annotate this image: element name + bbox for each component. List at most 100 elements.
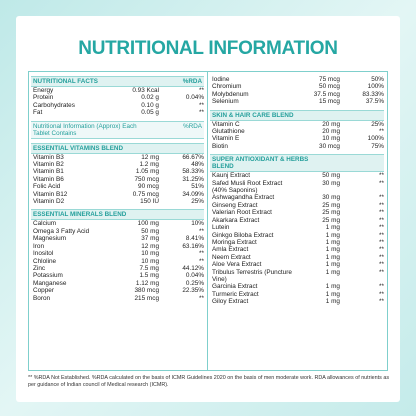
section-title: SUPER ANTIOXIDANT & HERBS BLEND [212,156,309,171]
amount: 1.5 mg [139,272,159,280]
rda: ** [199,87,204,94]
amount: 25 mg [322,201,340,209]
table-row: Copper 380 mcg 22.35% [31,287,204,294]
table-row: Ginseng Extract 25 mg ** [210,202,384,209]
rda: 58.33% [182,168,204,176]
amount: 1 mg [325,290,340,298]
rda: 0.04% [185,94,204,102]
nutrient-name: Kaunj Extract [212,172,251,180]
nutrient-name: Selenium [212,98,239,106]
rda: ** [379,261,384,269]
amount: 0.05 g [141,109,159,117]
amount: 1 mg [325,298,340,306]
nutrient-name: Inositol [33,250,54,258]
section-header: NUTRITIONAL FACTS %RDA [31,76,204,87]
rda: 0.04% [185,272,204,280]
rda: ** [199,294,204,302]
amount: 50 mg [322,172,340,180]
amount: 0.02 g [141,94,159,102]
rda: 75% [371,142,384,150]
rda: 100% [367,83,384,91]
rda: ** [379,224,384,232]
amount: 0.75 mcg [132,190,159,198]
nutrient-name: Protein [33,94,54,102]
title: NUTRITIONAL INFORMATION [78,38,338,59]
left-column: NUTRITIONAL FACTS %RDA Energy 0.93 Kcal ** Pr… [29,72,208,370]
amount: 0.93 Kcal [132,87,159,94]
nutrient-name: Tribulus Terrestris (Puncture Vine) [212,268,292,283]
section-title: Nutritional Information (Approx) Each Ta… [33,122,137,137]
nutrient-name: Vitamin C [212,120,240,128]
nutrient-name: Valerian Root Extract [212,209,272,217]
table-row: Vitamin E 10 mg 100% [210,135,384,142]
amount: 37.5 mcg [313,90,340,98]
amount: 10 mg [322,135,340,143]
table-row: Carbohydrates 0.10 g ** [31,102,204,109]
table-row: Energy 0.93 Kcal ** [31,87,204,94]
amount: 215 mcg [134,294,159,302]
table-row: Vitamin B12 0.75 mcg 34.09% [31,191,204,198]
rda: 44.12% [182,264,204,272]
table-row: Kaunj Extract 50 mg ** [210,172,384,179]
amount: 1.12 mg [135,279,159,287]
amount: 1 mg [325,246,340,254]
table-row: Biotin 30 mcg 75% [210,143,384,150]
nutrient-name: Boron [33,294,51,302]
amount: 20 mg [322,128,340,136]
rda: 37.5% [365,98,384,106]
nutrient-name: Biotin [212,142,228,150]
table-row: Aloe Vera Extract 1 mg ** [210,261,384,268]
rda: ** [199,250,204,258]
rda: ** [379,201,384,209]
table-row: Iron 12 mg 63.16% [31,243,204,250]
table-row: Akarkara Extract 25 mg ** [210,217,384,224]
table-row: Safed Musli Root Extract (40% Saponins) 3… [210,180,384,195]
rda: 25% [371,120,384,128]
nutrient-name: Vitamin E [212,135,240,143]
rda: 63.16% [182,242,204,250]
nutrient-name: Amla Extract [212,246,249,254]
rda: ** [379,268,384,276]
amount: 1 mg [325,261,340,269]
rda: 51% [191,183,204,191]
nutrient-name: Fat [33,109,43,117]
amount: 12 mg [141,242,159,250]
amount: 380 mcg [134,287,159,295]
amount: 90 mcg [138,183,159,191]
nutrient-name: Energy [33,87,54,94]
rda: 48% [191,161,204,169]
nutrient-name: Neem Extract [212,253,251,261]
nutrient-name: Zinc [33,264,46,272]
amount: 37 mg [141,235,159,243]
table-row: Fat 0.05 g ** [31,109,204,116]
table-row: Molybdenum 37.5 mcg 83.33% [210,91,384,98]
table-row: Iodine 75 mcg 50% [210,76,384,83]
nutrient-name: Chloline [33,257,57,265]
table-row: Vitamin B3 12 mg 66.67% [31,154,204,161]
table-row: Magnesium 37 mg 8.41% [31,235,204,242]
nutrient-name: Carbohydrates [33,101,75,109]
section-header: ESSENTIAL MINERALS BLEND [31,209,204,221]
nutrient-name: Iodine [212,76,230,83]
section-title: ESSENTIAL MINERALS BLEND [33,211,127,219]
rda: ** [199,227,204,235]
amount: 1 mg [325,238,340,246]
nutrient-name: Garcinia Extract [212,283,258,291]
amount: 30 mg [322,179,340,187]
nutrient-name: Chromium [212,83,242,91]
nutrient-name: Vitamin B2 [33,161,64,169]
amount: 30 mcg [319,142,340,150]
rda: ** [199,101,204,109]
table-row: Garcinia Extract 1 mg ** [210,283,384,290]
section: NUTRITIONAL FACTS %RDA Energy 0.93 Kcal ** Pr… [31,76,204,117]
table-row: Lutein 1 mg ** [210,224,384,231]
rda: 22.35% [182,287,204,295]
table-row: Amla Extract 1 mg ** [210,246,384,253]
table-row: Calcium 100 mg 10% [31,220,204,227]
rda: ** [379,216,384,224]
rda: ** [379,246,384,254]
section: Iodine 75 mcg 50% Chromium 50 mcg 100% Molybde… [210,76,384,106]
amount: 10 mg [141,257,159,265]
amount: 20 mg [322,120,340,128]
nutrient-name: Iron [33,242,45,250]
